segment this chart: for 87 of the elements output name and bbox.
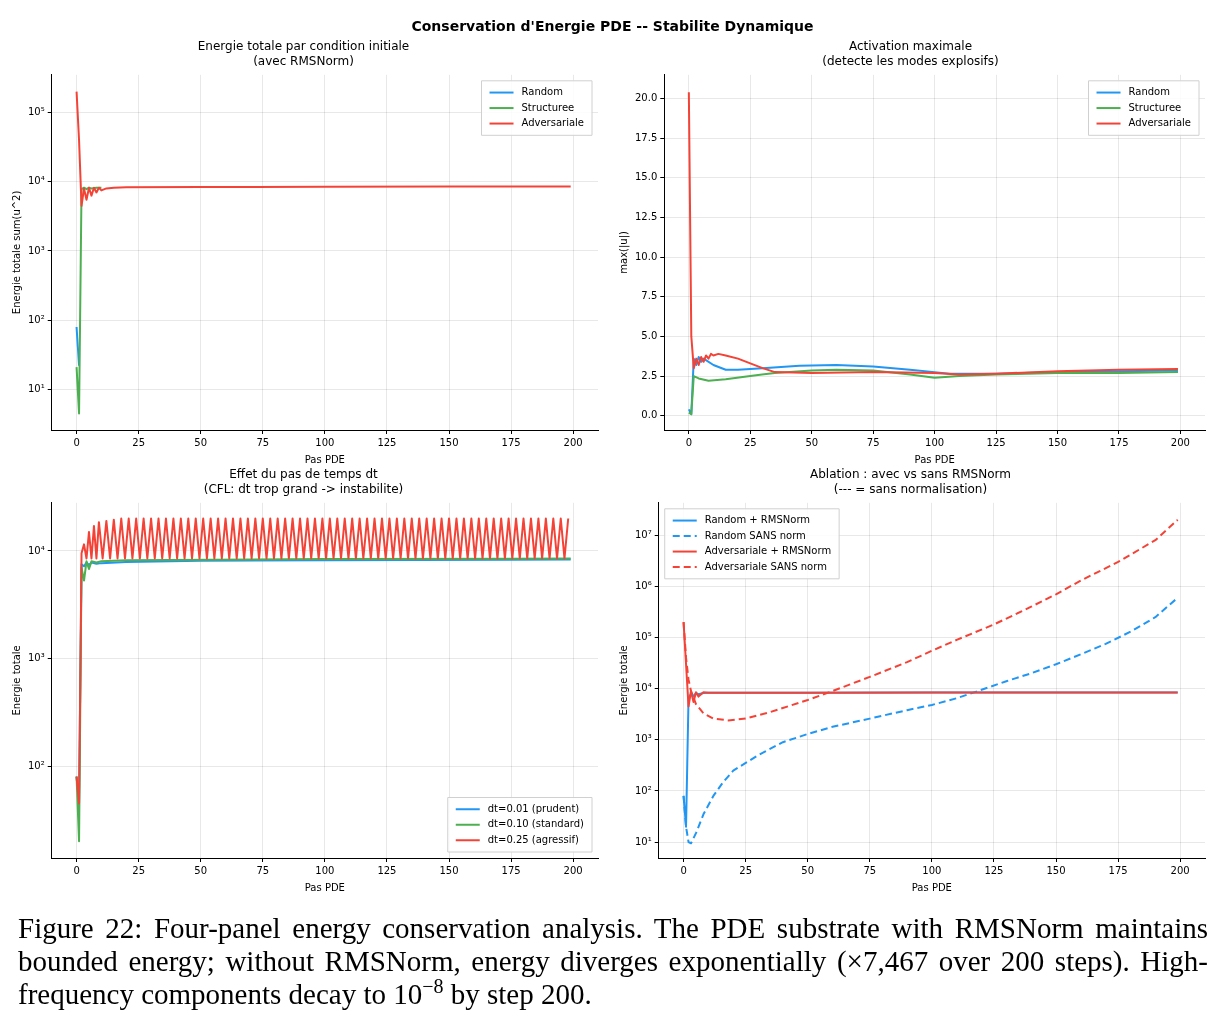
legend-label: Adversariale SANS norm [704, 560, 827, 572]
legend-label: Adversariale + RMSNorm [704, 545, 832, 557]
x-axis-title: Pas PDE [304, 881, 345, 893]
x-tick-label: 200 [1170, 436, 1190, 448]
legend-label: dt=0.01 (prudent) [487, 802, 580, 814]
y-tick-label: 10⁴ [635, 682, 652, 694]
x-tick-label: 125 [984, 864, 1004, 876]
x-axis-title: Pas PDE [914, 453, 955, 465]
x-tick-label: 50 [194, 436, 208, 448]
x-axis-title: Pas PDE [304, 453, 345, 465]
legend-label: Structuree [1128, 101, 1182, 113]
x-tick-label: 200 [563, 864, 583, 876]
y-axis-title: Energie totale sum(u^2) [10, 190, 22, 315]
x-tick-label: 75 [866, 436, 880, 448]
y-tick-label: 15.0 [635, 171, 658, 183]
caption: Figure 22: Four-panel energy conservation analysis. The PDE substrate with RMSNorm maintains bounded energy; without RMSNorm, energy diverges exponentially (×7,467 over 200 steps). High-frequency components decay to 10$^{−8}$ by step 200. [18, 912, 1208, 1011]
y-tick-label: 0.0 [641, 409, 658, 421]
legend-label: Adversariale [1128, 117, 1191, 129]
legend-label: Random + RMSNorm [704, 514, 811, 526]
x-tick-label: 25 [132, 864, 146, 876]
y-axis-title: Energie totale [10, 645, 22, 716]
x-tick-label: 125 [986, 436, 1006, 448]
legend-label: Structuree [521, 101, 575, 113]
y-tick-label: 10.0 [635, 250, 658, 262]
y-tick-label: 10¹ [28, 383, 45, 395]
x-tick-label: 50 [801, 864, 815, 876]
y-tick-label: 10³ [28, 652, 45, 664]
y-tick-label: 10⁵ [28, 106, 45, 118]
x-tick-label: 25 [739, 864, 753, 876]
x-tick-label: 25 [743, 436, 757, 448]
legend-label: Random [521, 86, 563, 98]
x-tick-label: 175 [1109, 436, 1129, 448]
y-tick-label: 10⁴ [28, 175, 45, 187]
y-tick-label: 10² [28, 313, 45, 325]
x-tick-label: 150 [1047, 436, 1068, 448]
x-tick-label: 50 [194, 864, 208, 876]
y-tick-label: 10⁵ [635, 631, 652, 643]
chart-title: Effet du pas de temps dt (CFL: dt trop grand -> instabilite) [203, 467, 404, 496]
y-tick-label: 10² [635, 784, 652, 796]
y-axis-title: max(|u|) [617, 230, 630, 274]
x-tick-label: 25 [132, 436, 146, 448]
y-tick-label: 10² [28, 759, 45, 771]
x-axis-title: Pas PDE [911, 881, 952, 893]
y-tick-label: 2.5 [641, 369, 658, 381]
y-tick-label: 10⁷ [635, 528, 652, 540]
x-tick-label: 0 [73, 864, 80, 876]
x-tick-label: 100 [925, 436, 945, 448]
text: Conservation d'Energie PDE -- Stabilite Dynamique [410, 18, 815, 34]
chart-title: Ablation : avec vs sans RMSNorm (--- = sans normalisation) [810, 467, 1011, 496]
y-tick-label: 10⁴ [28, 544, 45, 556]
x-tick-label: 50 [805, 436, 819, 448]
x-tick-label: 175 [501, 864, 521, 876]
x-tick-label: 150 [439, 864, 459, 876]
y-tick-label: 5.0 [641, 330, 658, 342]
legend-label: Random [1128, 86, 1170, 98]
x-tick-label: 175 [501, 436, 521, 448]
x-tick-label: 75 [863, 864, 877, 876]
y-tick-label: 17.5 [635, 131, 658, 143]
chart-title: Energie totale par condition initiale (avec RMSNorm) [197, 39, 410, 68]
x-tick-label: 0 [680, 864, 687, 876]
legend-label: Random SANS norm [704, 529, 806, 541]
legend-label: dt=0.10 (standard) [487, 818, 585, 830]
x-tick-label: 100 [315, 436, 335, 448]
x-tick-label: 100 [922, 864, 942, 876]
y-tick-label: 10³ [28, 244, 45, 256]
x-tick-label: 0 [73, 436, 80, 448]
x-tick-label: 75 [256, 864, 270, 876]
y-tick-label: 7.5 [641, 290, 658, 302]
x-tick-label: 150 [1046, 864, 1066, 876]
x-tick-label: 75 [256, 436, 270, 448]
x-tick-label: 175 [1108, 864, 1128, 876]
x-tick-label: 200 [1170, 864, 1190, 876]
x-tick-label: 150 [439, 436, 459, 448]
y-tick-label: 10³ [635, 733, 652, 745]
x-tick-label: 125 [377, 436, 397, 448]
legend-label: dt=0.25 (agressif) [487, 833, 579, 845]
y-tick-label: 10¹ [635, 835, 652, 847]
y-tick-label: 10⁶ [635, 579, 652, 591]
x-tick-label: 100 [315, 864, 335, 876]
x-tick-label: 0 [685, 436, 693, 448]
y-tick-label: 12.5 [635, 211, 658, 223]
x-tick-label: 125 [377, 864, 397, 876]
y-axis-title: Energie totale [617, 645, 629, 716]
chart-title: Activation maximale (detecte les modes explosifs) [822, 39, 999, 68]
legend-label: Adversariale [521, 117, 584, 129]
y-tick-label: 20.0 [635, 92, 658, 104]
x-tick-label: 200 [563, 436, 583, 448]
